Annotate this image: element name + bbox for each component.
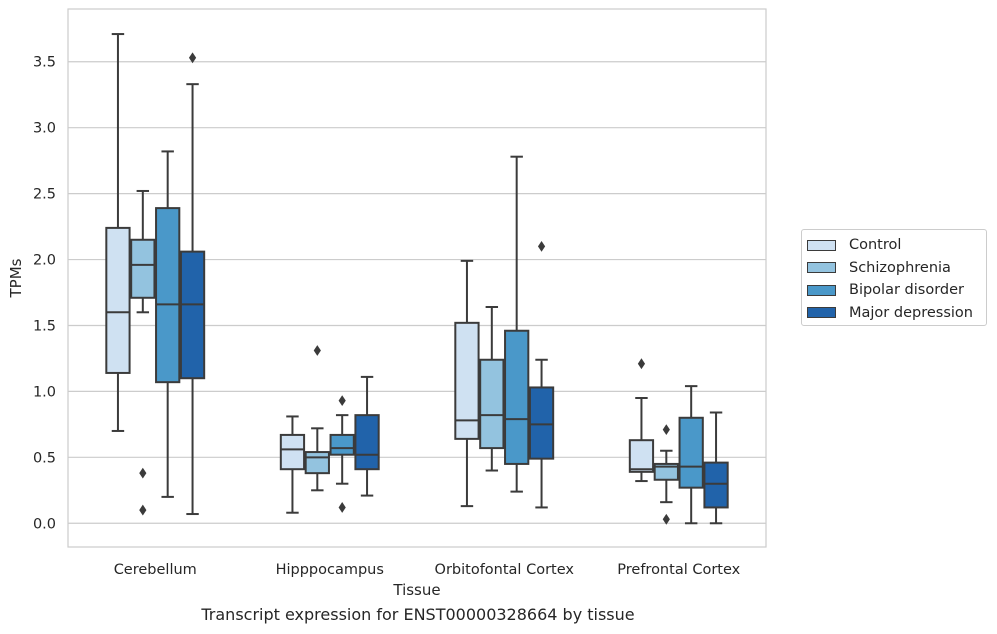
box	[105, 226, 131, 374]
box	[703, 461, 729, 509]
x-tick-label: Hipppocampus	[276, 562, 384, 578]
legend-item: Bipolar disorder	[807, 279, 986, 302]
x-tick-label: Cerebellum	[114, 562, 197, 578]
x-tick-label: Prefrontal Cortex	[617, 562, 740, 578]
legend-item: Major depression	[807, 302, 986, 325]
legend-swatch	[807, 307, 836, 319]
legend-label: Bipolar disorder	[849, 282, 964, 299]
y-axis-label: TPMs	[7, 258, 25, 298]
box	[130, 238, 156, 299]
y-tick-label: 3.0	[33, 121, 56, 137]
outlier-point	[338, 395, 346, 407]
y-axis-ticks: 0.0 0.5 1.0 1.5 2.0 2.5 3.0 3.5	[33, 55, 56, 533]
legend-label: Schizophrenia	[849, 259, 951, 276]
box	[179, 250, 206, 380]
legend-swatch	[807, 262, 836, 274]
y-tick-label: 1.5	[33, 318, 56, 334]
box-series	[105, 33, 729, 525]
legend-label: Control	[849, 237, 902, 254]
legend-item: Control	[807, 234, 986, 257]
y-tick-label: 3.5	[33, 55, 56, 71]
legend-label: Major depression	[849, 304, 973, 321]
legend-swatch	[807, 284, 836, 296]
box	[155, 207, 181, 384]
box	[454, 321, 480, 440]
box	[528, 386, 555, 460]
outlier-point	[662, 513, 670, 525]
box	[628, 439, 655, 473]
outlier-point	[637, 358, 646, 370]
outlier-point	[313, 345, 321, 356]
legend-item: Schizophrenia	[807, 257, 986, 280]
outlier-point	[338, 502, 346, 513]
chart-caption: Transcript expression for ENST0000032866…	[201, 605, 635, 624]
box	[479, 358, 505, 450]
x-tick-label: Orbitofontal Cortex	[435, 562, 575, 578]
y-tick-label: 2.5	[33, 187, 56, 203]
box	[653, 462, 679, 481]
box	[354, 414, 380, 471]
box	[678, 416, 704, 489]
box	[329, 433, 355, 456]
outlier-point	[139, 467, 147, 479]
x-axis-label: Tissue	[392, 581, 440, 599]
outlier-point	[537, 240, 546, 252]
outlier-point	[188, 52, 197, 64]
plot-area-frame	[67, 8, 767, 548]
y-tick-label: 0.0	[33, 516, 56, 532]
legend: Control Schizophrenia Bipolar disorder Majo…	[801, 229, 987, 326]
outlier-point	[139, 504, 147, 516]
outlier-point	[662, 424, 670, 436]
y-tick-label: 0.5	[33, 450, 56, 466]
y-tick-label: 2.0	[33, 253, 56, 269]
y-tick-label: 1.0	[33, 384, 56, 400]
box	[304, 451, 330, 475]
box	[504, 329, 530, 465]
legend-swatch	[807, 239, 836, 251]
box	[279, 433, 306, 471]
x-axis-ticks: Cerebellum Hipppocampus Orbitofontal Corte…	[114, 562, 741, 578]
